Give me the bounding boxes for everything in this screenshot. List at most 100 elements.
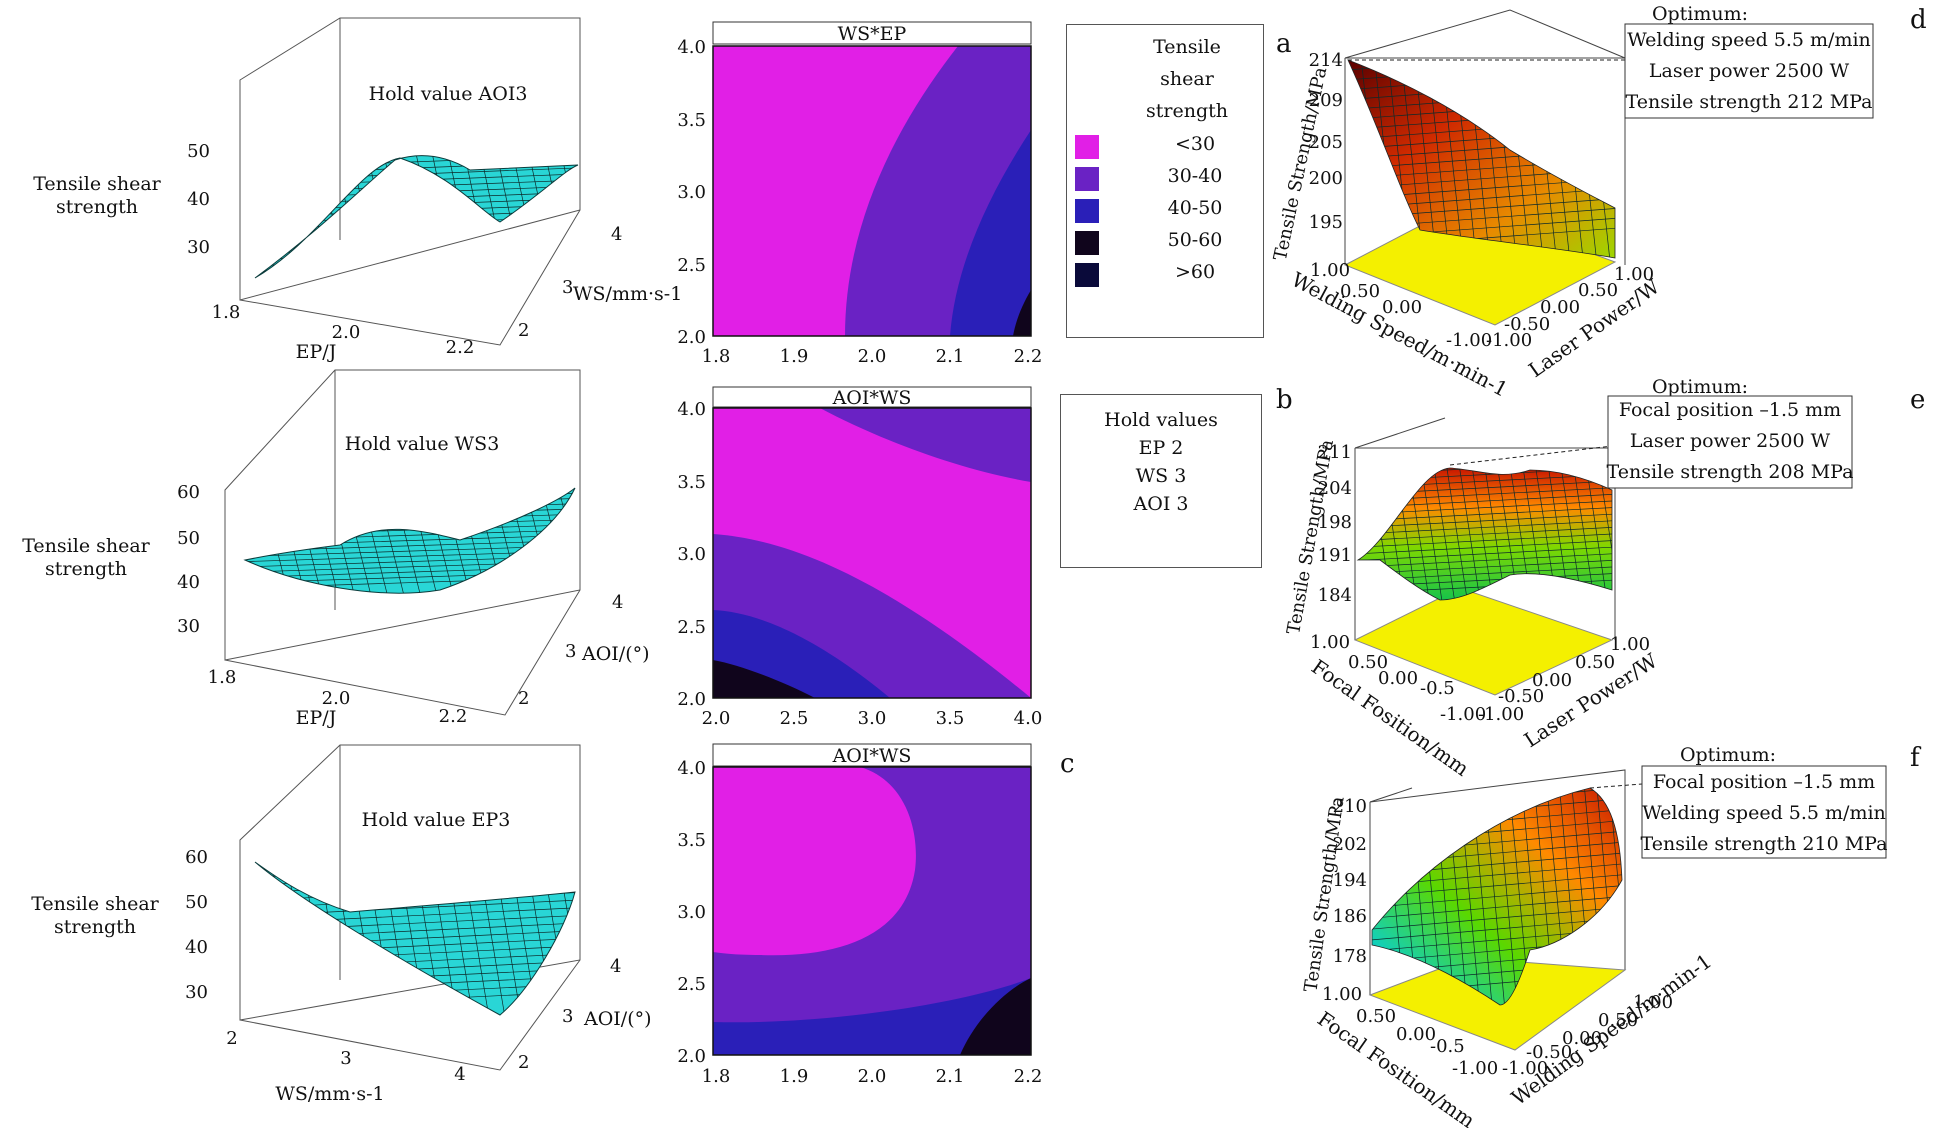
surface-panel-3: Hold value EP3 Tensile shear strength 30… — [31, 744, 652, 1105]
legend-item: <30 — [1075, 131, 1255, 163]
response-3-optimum-guide — [1589, 783, 1643, 789]
contour-1-ytick-2.5: 2.5 — [677, 255, 706, 276]
contour-1-xtick-2.0: 2.0 — [858, 346, 887, 367]
surface-1-xtick-0: 1.8 — [212, 302, 241, 323]
legend-swatch — [1075, 231, 1099, 255]
surface-1-ztick-30: 30 — [187, 237, 210, 258]
contour-2-xtick-3.5: 3.5 — [936, 708, 965, 729]
contour-2-xtick-3.0: 3.0 — [858, 708, 887, 729]
contour-1-title-bar — [712, 21, 1032, 45]
contour-2-title: AOI*WS — [832, 387, 912, 409]
surface-3-xtick-2: 4 — [454, 1064, 465, 1085]
surface-3-mesh — [254, 861, 576, 1016]
contour-legend: Tensile shear strength <30 30-40 40-50 50-6… — [1066, 24, 1264, 338]
response-2-ytick-4: -1.00 — [1478, 704, 1524, 725]
response-1-ytick-2: 0.00 — [1540, 297, 1580, 318]
response-2-optimum-title: Optimum: — [1652, 376, 1748, 398]
contour-1-region-40-50 — [950, 130, 1031, 336]
contour-1-ytick-3.0: 3.0 — [677, 182, 706, 203]
response-2-ztick-204: 204 — [1318, 478, 1352, 499]
surface-3-ztick-50: 50 — [185, 892, 208, 913]
response-1-xtick-0: 1.00 — [1310, 260, 1350, 281]
surface-1-zlabel-line2: strength — [56, 196, 138, 218]
contour-1-ytick-2.0: 2.0 — [677, 327, 706, 348]
legend-title-line1: Tensile — [1153, 36, 1221, 58]
contour-1-xtick-1.8: 1.8 — [702, 346, 731, 367]
response-2-zlabel: Tensile Strength/MPa — [1283, 438, 1338, 636]
contour-3-region-50-60 — [960, 978, 1031, 1055]
contour-3-title: AOI*WS — [832, 745, 912, 767]
hold-values-line2: WS 3 — [1135, 465, 1187, 487]
legend-label: 30-40 — [1167, 165, 1223, 187]
response-2-xtick-4: -1.00 — [1440, 704, 1486, 725]
contour-2-x-ticks: 2.0 2.5 3.0 3.5 4.0 — [702, 708, 1043, 729]
response-3-optimum-line2: Welding speed 5.5 m/min — [1642, 802, 1886, 824]
surface-1-mesh — [254, 155, 579, 279]
response-surface-3: 178 186 194 202 210 Tensile Strength/MPa… — [1300, 744, 1887, 1128]
response-1-ztick-195: 195 — [1309, 212, 1343, 233]
contour-1-region-50-60 — [1013, 290, 1031, 336]
response-1-ztick-200: 200 — [1309, 168, 1343, 189]
response-3-floor — [1368, 957, 1627, 1051]
surface-2-ztick-60: 60 — [177, 482, 200, 503]
surface-2-ytick-0: 2 — [518, 688, 529, 709]
contour-2-region-50-60 — [713, 660, 815, 698]
contour-2-xtick-4.0: 4.0 — [1014, 708, 1043, 729]
surface-2-mesh — [243, 487, 576, 594]
hold-values-box: Hold values EP 2 WS 3 AOI 3 — [1060, 394, 1262, 568]
contour-3-title-bar — [712, 743, 1032, 767]
panel-letter-e: e — [1910, 385, 1925, 415]
response-2-ztick-191: 191 — [1318, 545, 1352, 566]
surface-2-ztick-50: 50 — [177, 528, 200, 549]
legend-label: 40-50 — [1167, 197, 1223, 219]
response-1-ztick-205: 205 — [1309, 132, 1343, 153]
surface-3-ztick-60: 60 — [185, 847, 208, 868]
response-2-ytick-1: 0.50 — [1575, 652, 1615, 673]
response-2-x-ticks: 1.00 0.50 0.00 -0.5 -1.00 — [1310, 632, 1486, 725]
contour-3-region-lt30 — [713, 767, 916, 956]
surface-1-xtick-2: 2.2 — [446, 337, 475, 358]
contour-2-plot — [712, 407, 1032, 699]
response-3-xtick-4: -1.00 — [1452, 1058, 1498, 1079]
response-2-floor — [1353, 587, 1614, 696]
surface-3-box — [239, 744, 581, 1071]
panel-letter-c: c — [1060, 749, 1075, 779]
contour-1-ytick-4.0: 4.0 — [677, 37, 706, 58]
response-1-z-ticks: 195 200 205 209 214 — [1309, 50, 1343, 233]
response-1-ytick-0: 1.00 — [1614, 264, 1654, 285]
surface-1-ztick-50: 50 — [187, 141, 210, 162]
surface-1-ztick-40: 40 — [187, 189, 210, 210]
contour-1-frame — [712, 45, 1032, 337]
legend-label: <30 — [1174, 133, 1216, 155]
contour-2-region-30-40-top — [820, 408, 1031, 482]
response-3-ztick-186: 186 — [1333, 906, 1367, 927]
contour-3-xtick-2.2: 2.2 — [1014, 1066, 1043, 1087]
legend-swatch — [1075, 263, 1099, 287]
surface-3-zlabel-line1: Tensile shear — [31, 893, 159, 915]
contour-1-ytick-3.5: 3.5 — [677, 110, 706, 131]
response-1-optimum-box — [1624, 23, 1874, 119]
surface-3-xtick-0: 2 — [226, 1028, 237, 1049]
contour-1-plot — [712, 45, 1032, 337]
response-2-optimum-box — [1607, 395, 1853, 489]
surface-3-ytick-1: 3 — [562, 1006, 573, 1027]
response-1-ztick-214: 214 — [1309, 50, 1343, 71]
response-1-xtick-2: 0.00 — [1382, 297, 1422, 318]
surface-3-ztick-30: 30 — [185, 982, 208, 1003]
contour-3-ytick-2.0: 2.0 — [677, 1046, 706, 1067]
surface-2-zlabel-line2: strength — [45, 558, 127, 580]
response-1-ztick-209: 209 — [1309, 90, 1343, 111]
contour-1-title: WS*EP — [838, 23, 907, 45]
contour-1-x-ticks: 1.8 1.9 2.0 2.1 2.2 — [702, 346, 1043, 367]
response-2-y-ticks: 1.00 0.50 0.00 -0.50 -1.00 — [1478, 634, 1650, 725]
response-3-ytick-4: -1.00 — [1502, 1058, 1548, 1079]
response-3-ztick-194: 194 — [1333, 870, 1367, 891]
surface-2-ytick-1: 3 — [565, 641, 576, 662]
contour-2-ytick-2.5: 2.5 — [677, 617, 706, 638]
contour-2-ytick-4.0: 4.0 — [677, 399, 706, 420]
contour-1-xtick-2.1: 2.1 — [936, 346, 965, 367]
surface-1-ytick-0: 2 — [518, 320, 529, 341]
contour-3-xtick-1.9: 1.9 — [780, 1066, 809, 1087]
response-1-optimum-title: Optimum: — [1652, 3, 1748, 25]
legend-item: >60 — [1075, 259, 1255, 291]
